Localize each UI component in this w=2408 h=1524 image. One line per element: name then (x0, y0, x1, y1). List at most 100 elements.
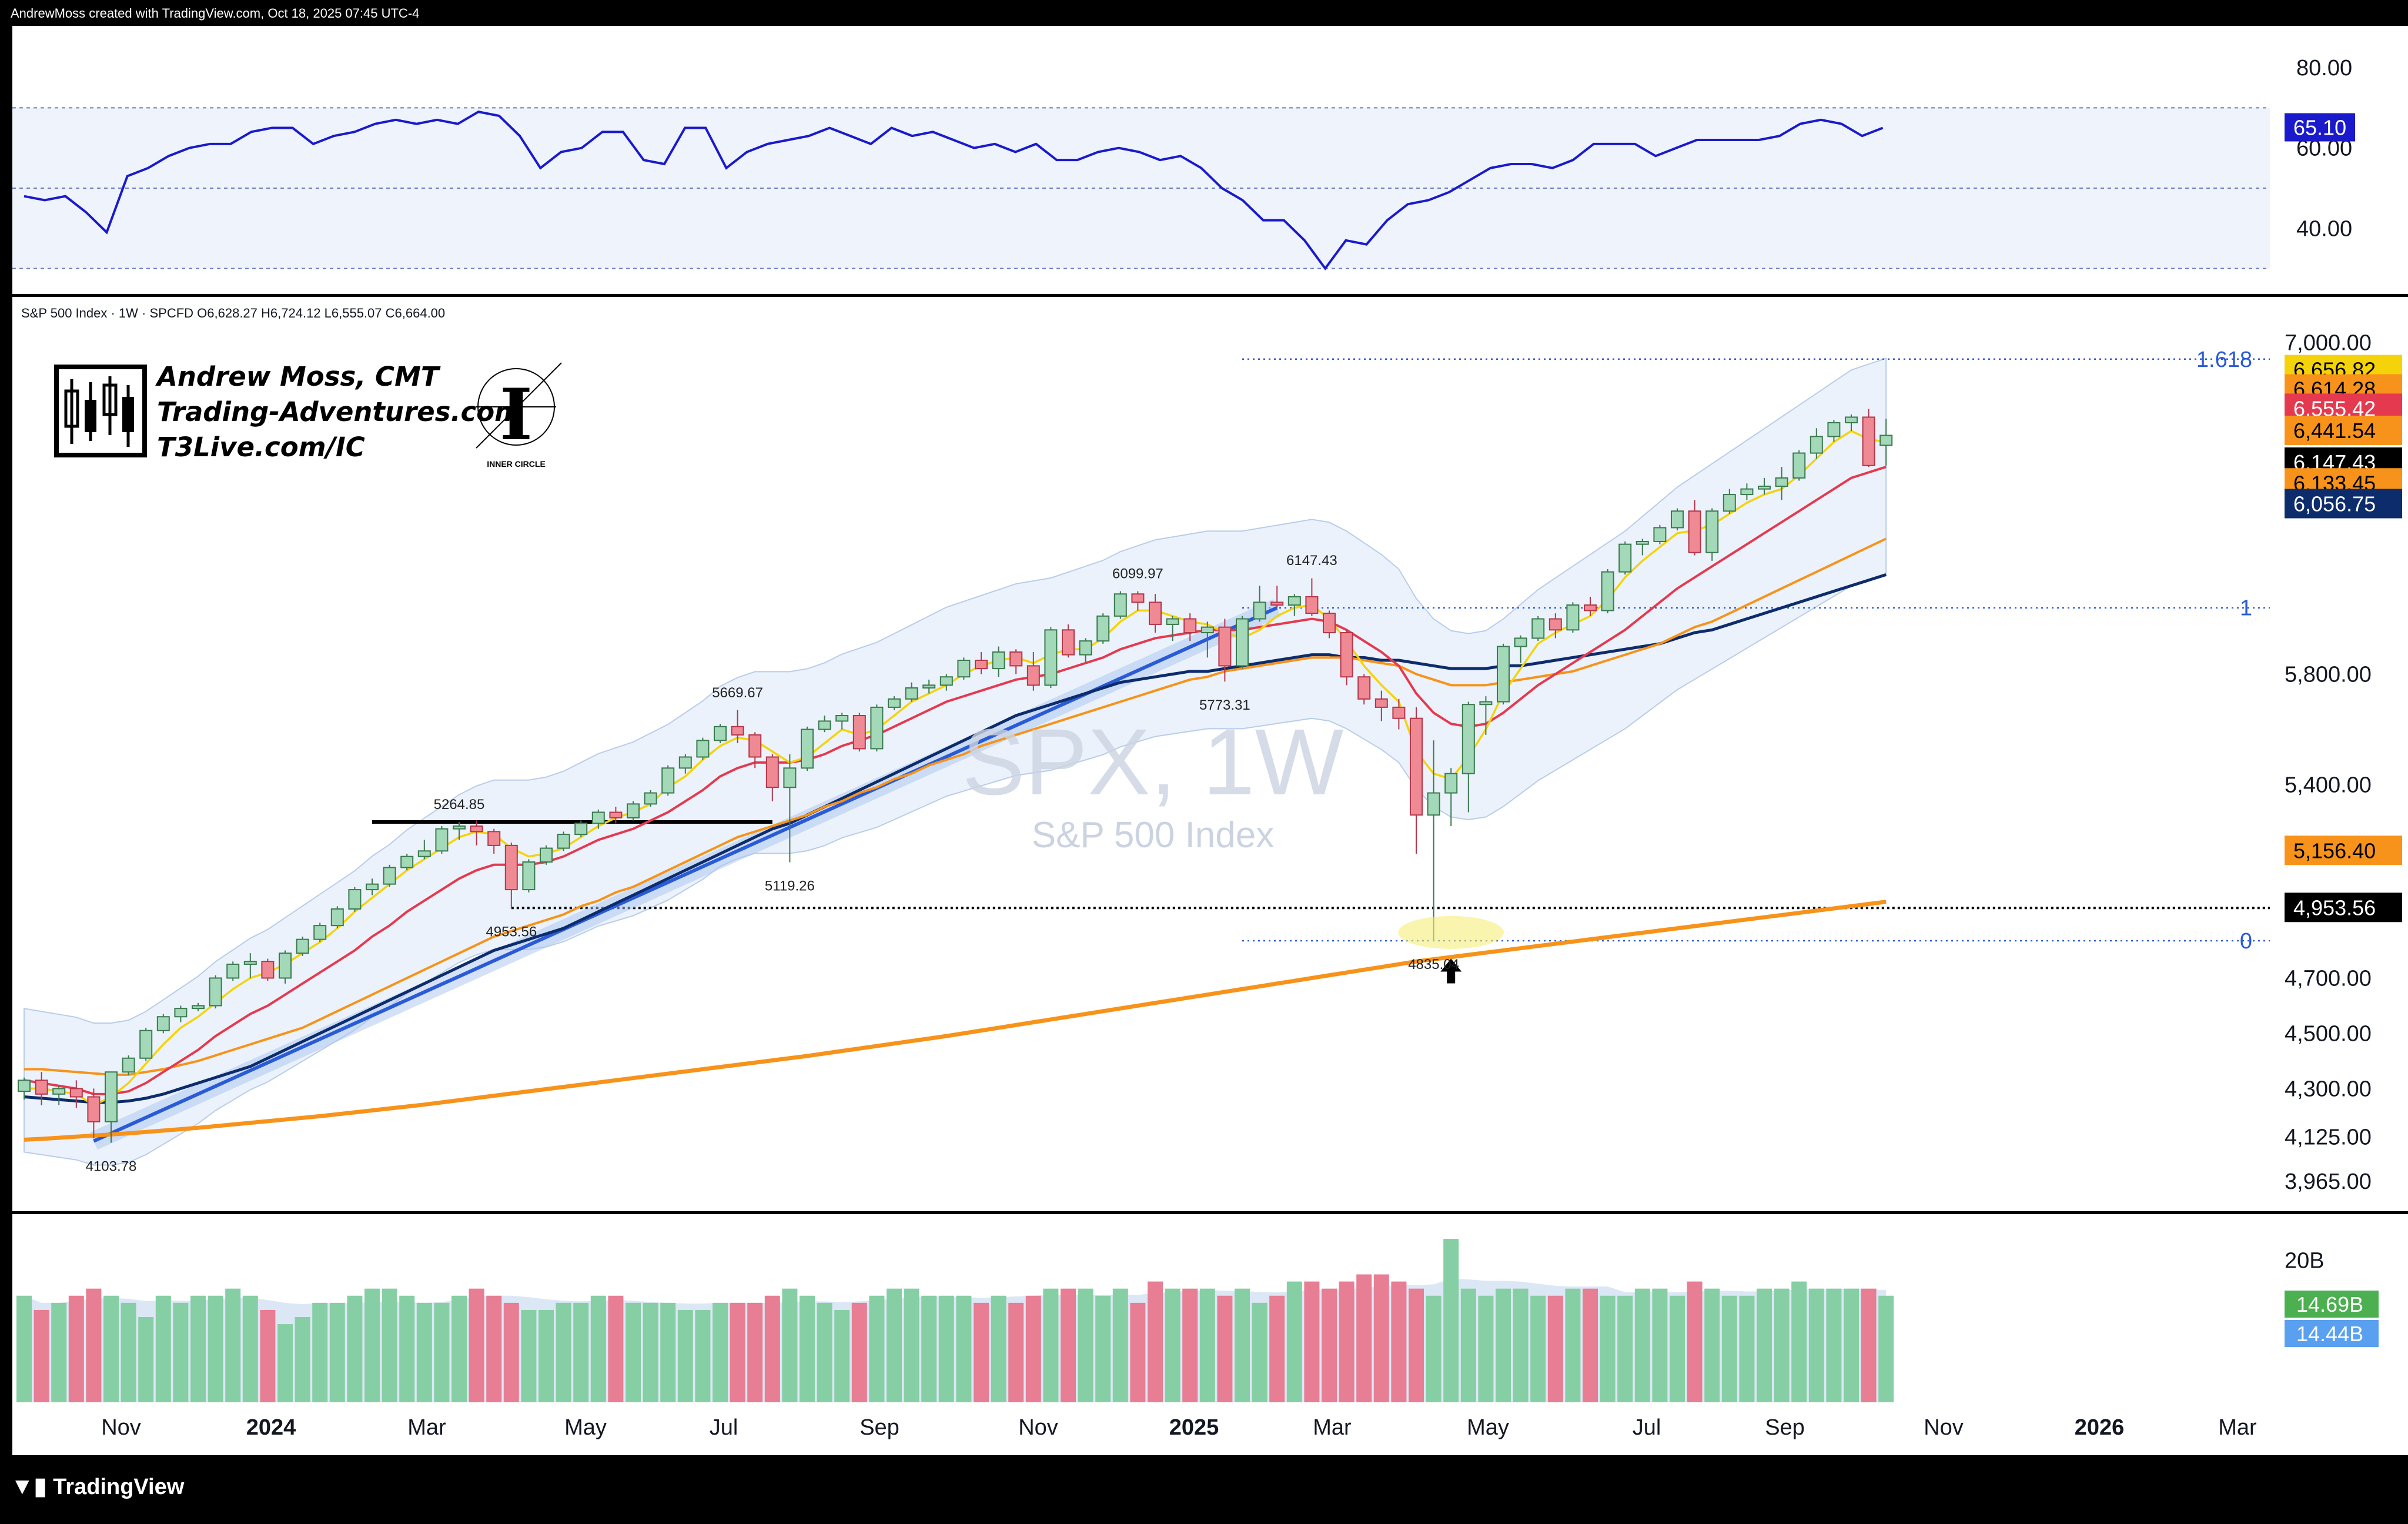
volume-bar (1199, 1288, 1215, 1402)
ma-navy-line (24, 573, 1887, 1104)
volume-bar (1286, 1281, 1302, 1402)
candle (1584, 596, 1597, 616)
candle (1705, 508, 1719, 561)
candle (1200, 621, 1214, 658)
price-panel[interactable]: 1.618 1 0 4103.78 4953.56 5264.85 5669.67 5119.… (12, 297, 2408, 1211)
candle (1827, 420, 1841, 442)
candle (939, 674, 953, 691)
candle-body (1601, 571, 1614, 611)
price-annotation: 4835.04 (1408, 957, 1459, 972)
candle-body (504, 844, 518, 891)
candle (122, 1055, 135, 1075)
candle-body (1549, 618, 1562, 631)
candle (540, 845, 553, 865)
symbol-legend[interactable]: S&P 500 Index · 1W · SPCFD O6,628.27 H6,… (21, 306, 446, 320)
volume-bar (1269, 1295, 1285, 1402)
candle-body (714, 726, 727, 741)
volume-bar (190, 1295, 206, 1402)
candle (174, 1005, 188, 1022)
volume-badge-text: 14.44B (2296, 1322, 2363, 1346)
candle (765, 754, 779, 801)
volume-bar (1426, 1295, 1442, 1402)
candle-body (1392, 706, 1406, 719)
up-arrow-icon (1440, 958, 1462, 984)
candle-body (1879, 435, 1893, 446)
candle (35, 1072, 48, 1105)
candle-body (366, 883, 379, 891)
candle (139, 1028, 153, 1061)
volume-bar (695, 1309, 711, 1402)
volume-bar (225, 1288, 241, 1402)
rsi-line (24, 111, 1884, 271)
volume-bar (764, 1295, 780, 1402)
volume-bar (34, 1309, 49, 1402)
price-tick-label: 3,965.00 (2285, 1169, 2372, 1194)
volume-bar (399, 1295, 415, 1402)
candle-body (279, 952, 292, 979)
fib-label: 0 (2240, 929, 2252, 954)
volume-bar (1844, 1288, 1859, 1402)
candle-body (818, 720, 831, 730)
candle-body (661, 767, 675, 794)
candle (922, 679, 936, 694)
volume-bar (938, 1295, 954, 1402)
candle (957, 657, 971, 680)
candle-body (1723, 494, 1736, 512)
candle (1514, 635, 1527, 663)
volume-bar (1861, 1288, 1877, 1402)
low-highlight (1398, 915, 1504, 949)
candle-body (296, 938, 309, 954)
candle (1323, 610, 1336, 639)
candle-body (557, 834, 570, 849)
time-axis-label: Nov (1018, 1415, 1058, 1440)
volume-bar (364, 1288, 380, 1402)
candle-body (192, 1005, 205, 1010)
volume-bar (121, 1302, 136, 1402)
candle-body (1357, 676, 1371, 700)
candle (1079, 638, 1092, 663)
volume-bar (155, 1295, 171, 1402)
price-badge-bg (2285, 893, 2402, 923)
volume-bar (208, 1295, 223, 1402)
candle (905, 682, 918, 702)
candle-body (783, 767, 797, 788)
volume-bar (503, 1302, 519, 1402)
inner-circle-caption: INNER CIRCLE (487, 459, 546, 469)
candle (1062, 624, 1075, 658)
price-badge-text: 6,441.54 (2293, 419, 2376, 443)
candle-body (574, 823, 588, 835)
candle-body (313, 925, 327, 940)
watermark-name: S&P 500 Index (1032, 815, 1275, 855)
candle (644, 790, 657, 807)
volume-bar (1721, 1295, 1737, 1402)
rsi-panel[interactable]: 80.00 60.00 40.00 65.10 (12, 26, 2408, 294)
candle (1740, 483, 1754, 500)
tradingview-footer[interactable]: ▼▮ TradingView (11, 1473, 184, 1500)
candle-body (801, 728, 814, 769)
candle-body (1305, 596, 1319, 614)
candle-body (69, 1088, 83, 1098)
price-badge-text: 6,056.75 (2293, 492, 2376, 516)
volume-panel[interactable]: 20B 14.69B 14.44B Nov 2024 Mar May Jul Sep Nov 202… (12, 1214, 2408, 1455)
candle-body (1775, 477, 1788, 487)
tradingview-logo-icon: ▼▮ (11, 1473, 47, 1499)
candle (261, 958, 275, 981)
candle (1549, 613, 1562, 639)
volume-badge: 14.69B (2285, 1291, 2379, 1318)
time-axis-label: 2024 (246, 1415, 296, 1440)
inner-circle-logo: I INNER CIRCLE (476, 362, 562, 469)
candle (714, 724, 727, 744)
candle-body (261, 961, 275, 979)
candle (243, 953, 257, 978)
candle (748, 732, 762, 768)
candle (1810, 428, 1823, 459)
volume-bar (713, 1302, 728, 1402)
volume-bar (434, 1302, 450, 1402)
rsi-tick-label: 40.00 (2296, 216, 2352, 241)
candle-body (731, 726, 744, 736)
volume-badge-bg (2285, 1320, 2379, 1347)
candle-body (1236, 618, 1249, 667)
candle-body (1636, 540, 1649, 545)
volume-bar (1496, 1288, 1511, 1402)
price-badge: 6,056.75 (2285, 489, 2402, 519)
